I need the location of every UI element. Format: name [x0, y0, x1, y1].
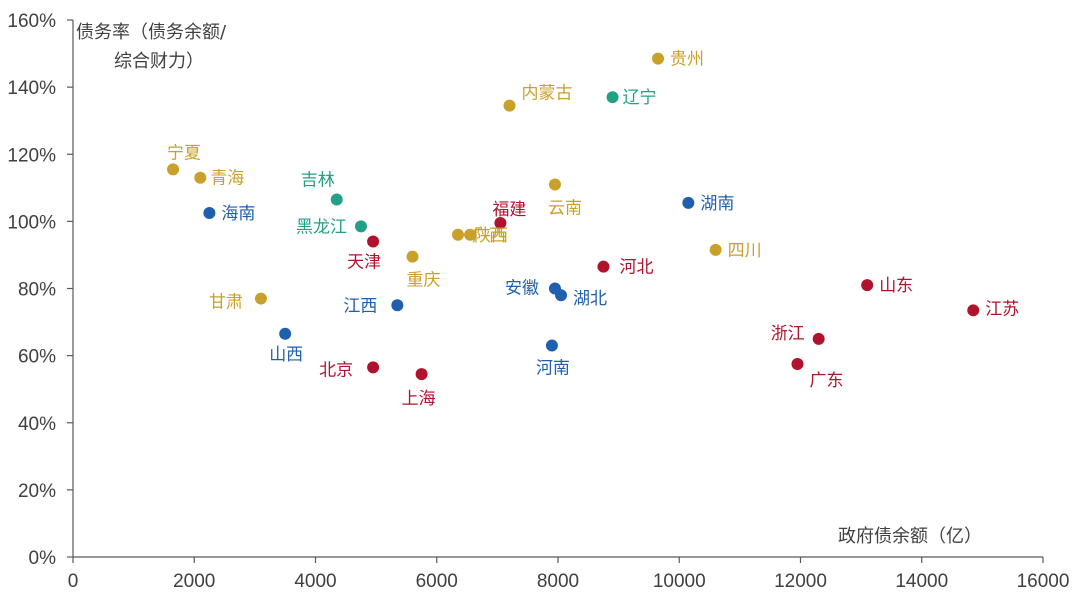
point-label: 云南 — [548, 198, 582, 218]
data-point — [555, 289, 568, 302]
x-tick-label: 0 — [68, 571, 79, 592]
data-point — [279, 327, 292, 340]
point-label: 浙江 — [771, 324, 805, 344]
y-tick-label: 20% — [18, 481, 56, 502]
data-point — [464, 228, 477, 241]
data-point — [494, 217, 507, 230]
y-tick-label: 0% — [29, 548, 57, 569]
point-label: 上海 — [402, 389, 436, 409]
data-point — [545, 339, 558, 352]
point-label: 湖北 — [573, 289, 607, 309]
data-point — [791, 358, 804, 371]
point-label: 河南 — [536, 359, 570, 379]
y-tick-label: 100% — [7, 212, 56, 233]
x-tick-label: 2000 — [173, 571, 215, 592]
tick-labels: 0% 20% 40% 60% 80% 100% 120% 140% 160% 0 2000 4000 6… — [7, 11, 1069, 592]
y-tick-label: 140% — [7, 78, 56, 99]
data-point — [597, 260, 610, 273]
data-point — [167, 163, 180, 176]
x-tick-label: 16000 — [1017, 571, 1070, 592]
x-tick-label: 4000 — [294, 571, 336, 592]
point-label: 内蒙古 — [522, 84, 573, 104]
point-label: 山东 — [879, 276, 913, 296]
point-label: 福建 — [492, 200, 526, 220]
point-label: 辽宁 — [623, 88, 657, 108]
data-point — [254, 292, 267, 305]
y-tick-label: 60% — [18, 347, 56, 368]
point-label: 河北 — [619, 258, 653, 278]
x-tick-label: 8000 — [537, 571, 579, 592]
data-point — [606, 91, 619, 104]
y-axis-title-line-2: 综合财力） — [114, 51, 204, 72]
point-label: 广西 — [472, 226, 506, 246]
data-points — [167, 52, 980, 381]
data-point — [391, 299, 404, 312]
y-tick-label: 40% — [18, 414, 56, 435]
y-axis-title-line-1: 债务率（债务余额/ — [76, 22, 227, 43]
data-point — [367, 361, 380, 374]
x-tick-label: 6000 — [416, 571, 458, 592]
point-label: 四川 — [728, 241, 762, 261]
data-point — [967, 304, 980, 317]
data-point — [415, 368, 428, 381]
point-label: 重庆 — [407, 271, 441, 291]
point-label: 青海 — [210, 169, 244, 189]
point-label: 广东 — [809, 371, 843, 391]
point-label: 北京 — [319, 360, 353, 380]
point-label: 湖南 — [700, 194, 734, 214]
point-label: 贵州 — [670, 50, 704, 70]
data-point — [406, 250, 419, 263]
data-point — [682, 196, 695, 209]
data-point — [548, 178, 561, 191]
data-point — [812, 332, 825, 345]
data-point — [330, 193, 343, 206]
data-point — [861, 279, 874, 292]
y-tick-label: 120% — [7, 145, 56, 166]
data-point — [203, 206, 216, 219]
point-label: 江苏 — [985, 299, 1019, 319]
point-label: 黑龙江 — [296, 217, 347, 237]
point-label: 吉林 — [301, 171, 335, 191]
x-tick-label: 14000 — [895, 571, 948, 592]
point-label: 海南 — [221, 204, 255, 224]
data-point — [451, 228, 464, 241]
point-label: 安徽 — [505, 279, 539, 299]
data-point — [354, 220, 367, 233]
point-label: 山西 — [269, 345, 303, 365]
data-point — [194, 171, 207, 184]
point-label: 天津 — [347, 253, 381, 273]
data-point — [652, 52, 665, 65]
point-label: 江西 — [343, 296, 377, 316]
x-tick-label: 10000 — [653, 571, 706, 592]
point-label: 陕西 — [474, 226, 508, 246]
point-label: 甘肃 — [209, 293, 243, 313]
x-tick-label: 12000 — [774, 571, 827, 592]
y-tick-label: 80% — [18, 280, 56, 301]
data-point — [709, 243, 722, 256]
data-point — [503, 99, 516, 112]
axes — [67, 19, 1044, 563]
x-axis-title: 政府债余额（亿） — [838, 526, 982, 547]
data-point — [367, 235, 380, 248]
point-label: 宁夏 — [167, 143, 201, 163]
y-tick-label: 160% — [7, 11, 56, 32]
